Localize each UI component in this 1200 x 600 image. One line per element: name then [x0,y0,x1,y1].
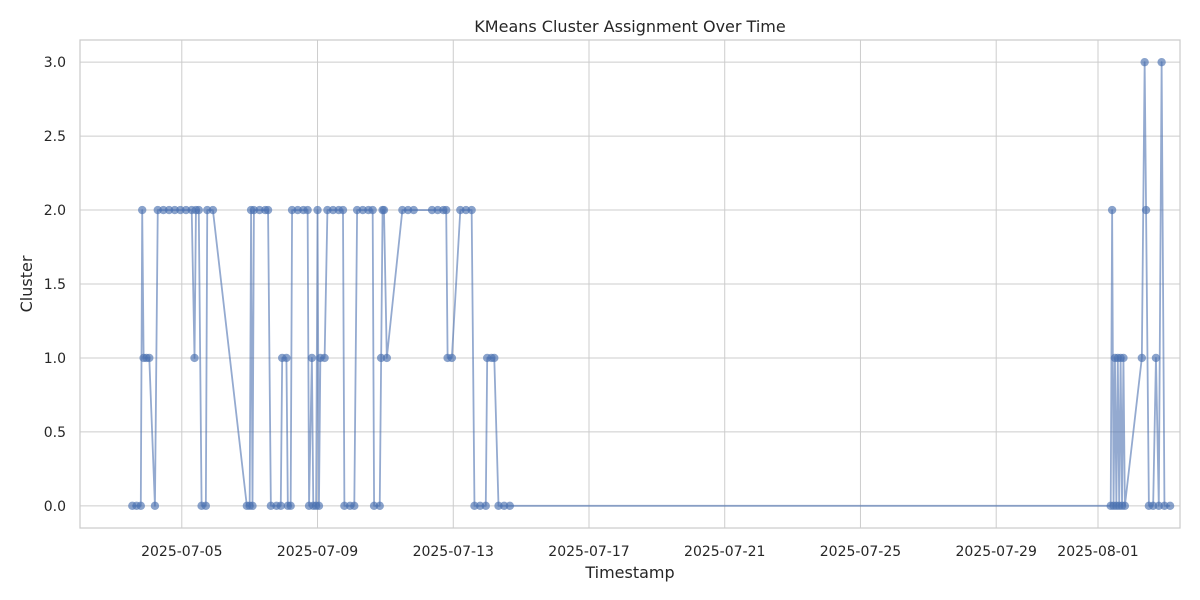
data-point [1119,353,1128,363]
y-axis-title: Cluster [17,255,36,312]
chart-title: KMeans Cluster Assignment Over Time [474,17,785,36]
x-tick-labels: 2025-07-05 2025-07-09 2025-07-13 2025-07-17… [141,544,1139,560]
data-point [442,205,451,215]
data-point [467,205,476,215]
y-tick-label: 2.5 [44,129,66,145]
data-point [145,353,154,363]
data-point [282,353,291,363]
data-point [1165,501,1175,511]
data-point [248,501,257,511]
data-point [1157,57,1166,67]
data-point [505,501,515,511]
data-point [314,501,324,511]
data-point [382,353,392,363]
data-point [1141,205,1151,215]
series-layer [128,57,1175,511]
y-tick-label: 0.0 [44,499,66,515]
data-point [307,353,317,363]
data-point [1137,353,1147,363]
x-tick-label: 2025-07-21 [684,544,765,560]
data-point [136,501,145,511]
data-point [263,205,273,215]
data-point [208,205,218,215]
x-tick-label: 2025-07-17 [548,544,629,560]
y-tick-label: 2.0 [44,203,66,219]
data-point [1140,57,1149,67]
data-point [276,501,285,511]
y-tick-label: 1.5 [44,277,66,293]
data-point [150,501,160,511]
data-point [375,501,384,511]
x-tick-label: 2025-07-05 [141,544,222,560]
plot-frame [79,39,1181,529]
y-tick-label: 1.0 [44,351,66,367]
y-tick-labels: 0.0 0.5 1.0 1.5 2.0 2.5 3.0 [44,55,66,515]
data-point [350,501,359,511]
data-point [1107,205,1117,215]
data-point [190,353,199,363]
data-point [313,205,322,215]
x-tick-label: 2025-07-13 [413,544,494,560]
x-tick-label: 2025-07-25 [820,544,901,560]
data-point [201,501,211,511]
data-point [379,205,389,215]
data-point [409,205,418,215]
x-tick-label: 2025-07-09 [277,544,358,560]
x-axis-title: Timestamp [584,563,674,582]
grid-lines [80,40,1180,528]
x-tick-label: 2025-07-29 [956,544,1037,560]
data-point [338,205,348,215]
data-point [490,353,499,363]
data-point [447,353,457,363]
y-tick-label: 0.5 [44,425,66,441]
data-point [303,205,312,215]
data-point [320,353,329,363]
data-point [1151,353,1161,363]
y-tick-label: 3.0 [44,55,66,71]
data-point [194,205,203,215]
data-point [286,501,295,511]
data-point [1120,501,1130,511]
data-point [368,205,377,215]
data-point [138,205,147,215]
x-tick-label: 2025-08-01 [1057,544,1138,560]
data-point [481,501,490,511]
